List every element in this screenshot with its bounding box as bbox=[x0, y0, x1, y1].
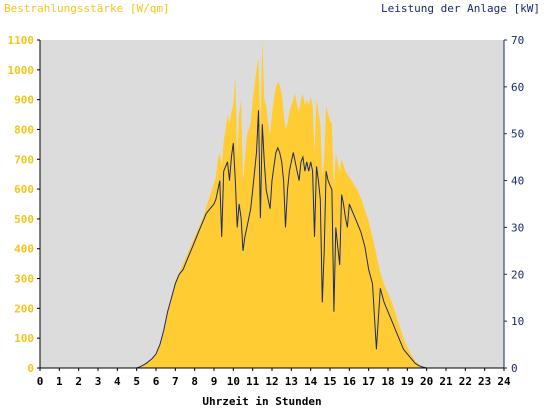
x-tick-label: 19 bbox=[401, 375, 414, 388]
x-tick-label: 6 bbox=[153, 375, 160, 388]
irradiance-area bbox=[40, 40, 504, 368]
x-axis-ticks: 0 1 2 3 4 5 6 7 8 9 10 11 12 13 14 15 16 17 18 19 20 21 22 23 24 bbox=[37, 368, 511, 388]
left-tick-label: 0 bbox=[27, 362, 34, 375]
x-tick-label: 11 bbox=[246, 375, 260, 388]
left-tick-label: 200 bbox=[14, 302, 34, 315]
right-tick-label: 30 bbox=[511, 221, 524, 234]
x-tick-label: 15 bbox=[323, 375, 336, 388]
x-tick-label: 8 bbox=[191, 375, 198, 388]
x-tick-label: 24 bbox=[497, 375, 511, 388]
x-tick-label: 13 bbox=[285, 375, 298, 388]
left-axis-ticks: 0 100 200 300 400 500 600 700 800 900 1000 1100 bbox=[8, 34, 40, 375]
x-tick-label: 5 bbox=[133, 375, 140, 388]
left-tick-label: 1100 bbox=[8, 34, 35, 47]
right-tick-label: 50 bbox=[511, 128, 524, 141]
left-axis-title: Bestrahlungsstärke [W/qm] bbox=[4, 2, 170, 15]
left-tick-label: 700 bbox=[14, 153, 34, 166]
left-tick-label: 900 bbox=[14, 94, 34, 107]
right-tick-label: 20 bbox=[511, 268, 524, 281]
x-tick-label: 7 bbox=[172, 375, 179, 388]
x-tick-label: 18 bbox=[381, 375, 394, 388]
x-tick-label: 3 bbox=[95, 375, 102, 388]
left-tick-label: 500 bbox=[14, 213, 34, 226]
x-tick-label: 20 bbox=[420, 375, 433, 388]
power-line bbox=[40, 110, 504, 369]
x-tick-label: 1 bbox=[56, 375, 63, 388]
right-tick-label: 60 bbox=[511, 81, 524, 94]
left-tick-label: 400 bbox=[14, 243, 34, 256]
x-tick-label: 22 bbox=[459, 375, 472, 388]
x-tick-label: 10 bbox=[227, 375, 240, 388]
left-tick-label: 1000 bbox=[8, 64, 35, 77]
x-tick-label: 4 bbox=[114, 375, 121, 388]
x-tick-label: 2 bbox=[75, 375, 82, 388]
x-tick-label: 12 bbox=[265, 375, 278, 388]
left-tick-label: 600 bbox=[14, 183, 34, 196]
left-tick-label: 300 bbox=[14, 273, 34, 286]
left-tick-label: 100 bbox=[14, 332, 34, 345]
x-tick-label: 21 bbox=[439, 375, 453, 388]
right-axis-ticks: 0 10 20 30 40 50 60 70 bbox=[504, 34, 524, 375]
right-axis-title: Leistung der Anlage [kW] bbox=[381, 2, 540, 15]
right-tick-label: 40 bbox=[511, 175, 524, 188]
x-tick-label: 16 bbox=[343, 375, 357, 388]
right-tick-label: 70 bbox=[511, 34, 524, 47]
left-tick-label: 800 bbox=[14, 123, 34, 136]
x-tick-label: 17 bbox=[362, 375, 375, 388]
x-tick-label: 23 bbox=[478, 375, 491, 388]
x-tick-label: 14 bbox=[304, 375, 318, 388]
right-tick-label: 0 bbox=[511, 362, 518, 375]
right-tick-label: 10 bbox=[511, 315, 524, 328]
x-tick-label: 0 bbox=[37, 375, 44, 388]
x-axis-label: Uhrzeit in Stunden bbox=[202, 395, 321, 408]
x-tick-label: 9 bbox=[211, 375, 218, 388]
